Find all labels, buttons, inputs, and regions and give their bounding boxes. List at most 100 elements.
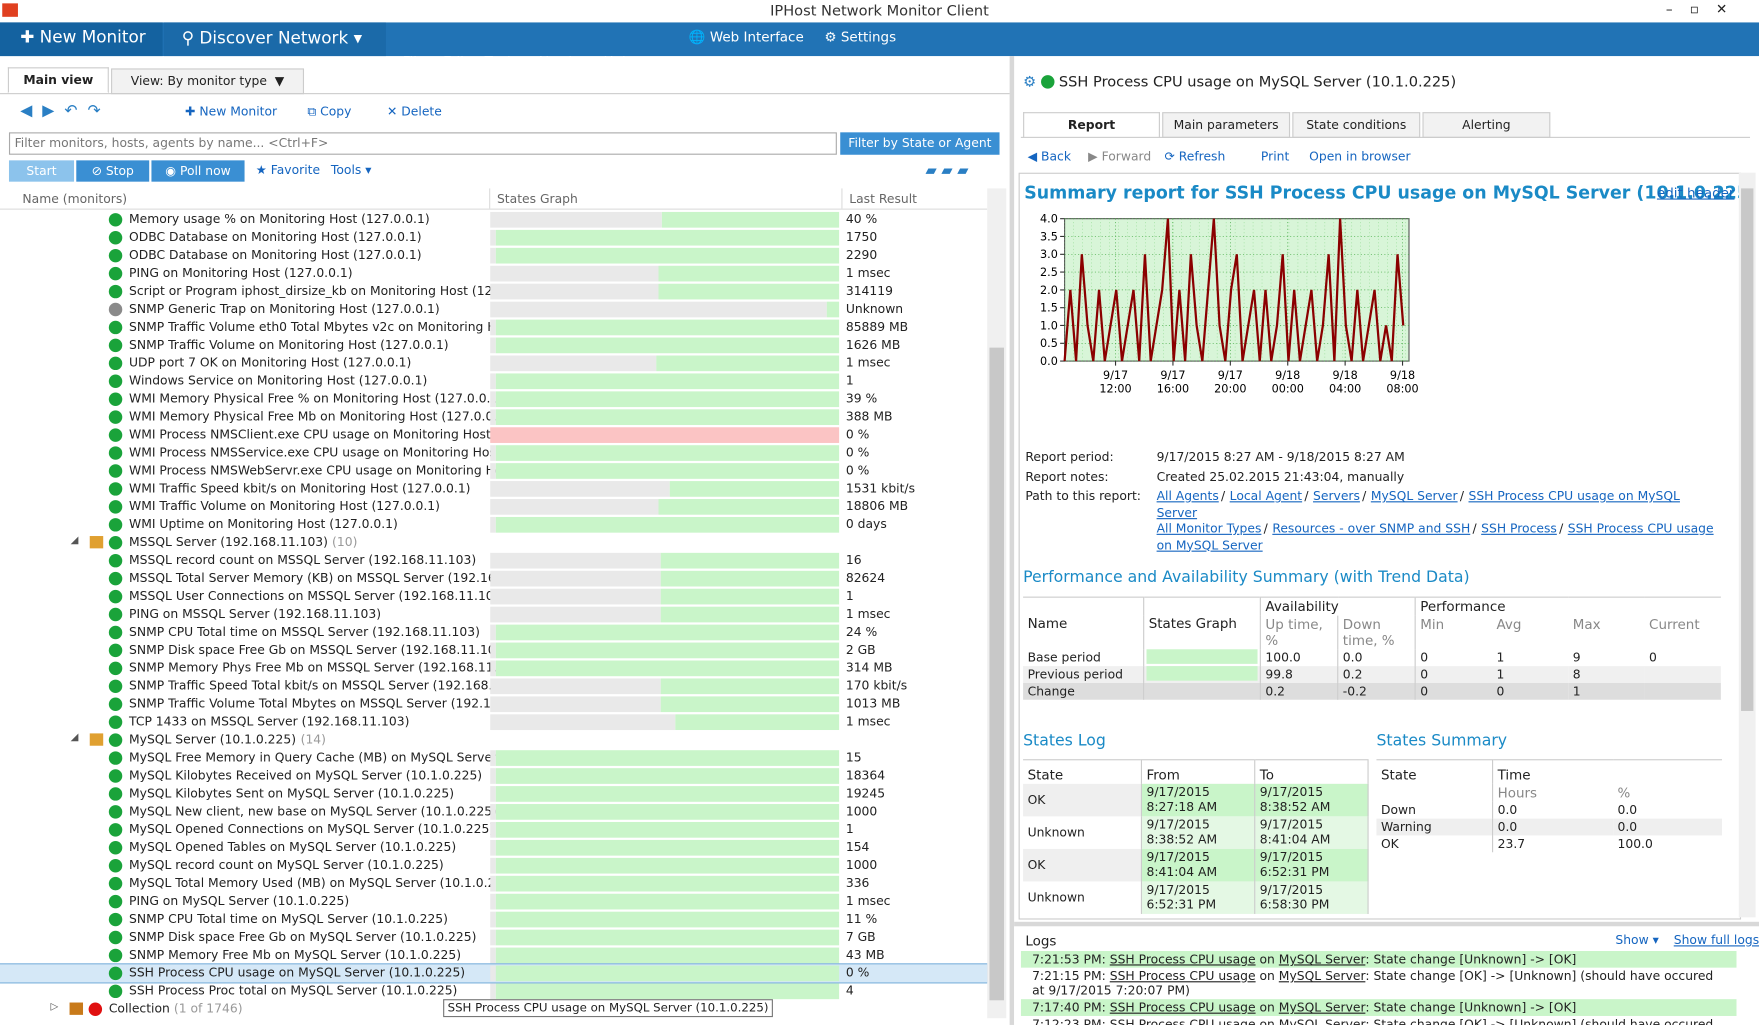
monitor-row[interactable]: ODBC Database on Monitoring Host (127.0.… [0, 247, 987, 265]
monitor-row[interactable]: SNMP Traffic Volume on Monitoring Host (… [0, 336, 987, 354]
menu-item[interactable]: File [402, 53, 426, 70]
group-row[interactable]: ▷ Collection (1 of 1746) [0, 1000, 987, 1018]
window-controls[interactable]: – ▫ ✕ [1665, 1, 1728, 17]
filter-input[interactable]: Filter monitors, hosts, agents by name..… [8, 132, 837, 155]
log-server[interactable]: MySQL Server [1278, 1017, 1366, 1025]
monitor-row[interactable]: MySQL Opened Tables on MySQL Server (10.… [0, 839, 987, 857]
tab[interactable]: Main parameters [1162, 112, 1291, 138]
web-interface[interactable]: 🌐 Web Interface [688, 29, 804, 45]
monitor-row[interactable]: Windows Service on Monitoring Host (127.… [0, 372, 987, 390]
group-row[interactable]: ◢ MSSQL Server (192.168.11.103) (10) [0, 534, 987, 552]
monitor-row[interactable]: SNMP Traffic Volume eth0 Total Mbytes v2… [0, 318, 987, 336]
monitor-row[interactable]: PING on MySQL Server (10.1.0.225) 1 msec [0, 893, 987, 911]
tab[interactable]: Alerting [1422, 112, 1551, 138]
monitor-row[interactable]: PING on Monitoring Host (127.0.0.1) 1 mse… [0, 265, 987, 283]
monitor-row[interactable]: SNMP Generic Trap on Monitoring Host (12… [0, 301, 987, 319]
log-server[interactable]: MySQL Server [1278, 1000, 1366, 1015]
column-header[interactable]: States Graph [496, 191, 578, 207]
print[interactable]: Print [1260, 149, 1290, 164]
log-server[interactable]: MySQL Server [1278, 952, 1366, 967]
new-monitor-button[interactable]: ✚ New Monitor [20, 26, 146, 48]
monitor-row[interactable]: MSSQL User Connections on MSSQL Server (… [0, 588, 987, 606]
monitor-row[interactable]: Memory usage % on Monitoring Host (127.0… [0, 211, 987, 229]
expander[interactable]: ◢ [70, 732, 79, 744]
copy-tool[interactable]: ⧉ Copy [307, 104, 352, 119]
path-link[interactable]: SSH Process CPU usage on MySQL Server [1156, 521, 1714, 553]
path-link[interactable]: Resources - over SNMP and SSH [1272, 521, 1471, 537]
monitor-row[interactable]: SNMP Memory Phys Free Mb on MSSQL Server… [0, 659, 987, 677]
log-monitor[interactable]: SSH Process CPU usage [1109, 968, 1256, 984]
path-link[interactable]: Local Agent [1229, 488, 1303, 504]
menu-item[interactable]: Tools [484, 53, 518, 70]
scroll-thumb[interactable] [989, 347, 1005, 1001]
monitor-row[interactable]: WMI Process NMSWebServr.exe CPU usage on… [0, 462, 987, 480]
path-link[interactable]: All Monitor Types [1156, 521, 1262, 537]
monitor-row[interactable]: SNMP Disk space Free Gb on MSSQL Server … [0, 641, 987, 659]
log-monitor[interactable]: SSH Process CPU usage [1109, 1000, 1256, 1015]
back[interactable]: ◀ Back [1027, 149, 1071, 164]
monitor-row[interactable]: PING on MSSQL Server (192.168.11.103) 1 m… [0, 606, 987, 624]
menu-item[interactable]: Edit [443, 53, 470, 70]
forward[interactable]: ▶ Forward [1088, 149, 1152, 164]
edit-header[interactable]: edit header [1656, 185, 1735, 201]
monitor-row[interactable]: MySQL Kilobytes Sent on MySQL Server (10… [0, 785, 987, 803]
path-link[interactable]: Servers [1313, 488, 1360, 504]
monitor-row[interactable]: WMI Memory Physical Free % on Monitoring… [0, 390, 987, 408]
path-link[interactable]: All Agents [1156, 488, 1219, 504]
discover-button[interactable]: ⚲ Discover Network ▾ [181, 28, 363, 49]
monitor-row[interactable]: SNMP Disk space Free Gb on MySQL Server … [0, 929, 987, 947]
monitor-row[interactable]: MySQL Opened Connections on MySQL Server… [0, 821, 987, 839]
monitor-row[interactable]: MSSQL Total Server Memory (KB) on MSSQL … [0, 570, 987, 588]
folder-icons[interactable]: ▰ ▰ ▰ [925, 162, 969, 180]
tab[interactable]: Main view [7, 67, 109, 94]
monitor-row[interactable]: MySQL New client, new base on MySQL Serv… [0, 803, 987, 821]
scroll-thumb[interactable] [1741, 188, 1754, 711]
menu-item[interactable]: Alerting [536, 53, 590, 70]
monitor-row[interactable]: SSH Process Proc total on MySQL Server (… [0, 982, 987, 1000]
monitor-row[interactable]: SNMP Traffic Speed Total kbit/s on MSSQL… [0, 677, 987, 695]
menu-item[interactable]: Help [603, 53, 635, 70]
monitor-row[interactable]: SNMP CPU Total time on MySQL Server (10.… [0, 911, 987, 929]
path-link[interactable]: MySQL Server [1370, 488, 1458, 504]
expander[interactable]: ◢ [70, 534, 79, 547]
monitor-row[interactable]: MySQL Total Memory Used (MB) on MySQL Se… [0, 875, 987, 893]
history-buttons[interactable]: ◀ ▶ ↶ ↷ [20, 102, 101, 120]
tab[interactable]: Report [1023, 112, 1160, 138]
monitor-row[interactable]: WMI Memory Physical Free Mb on Monitorin… [0, 408, 987, 426]
monitor-row[interactable]: SNMP Traffic Volume Total Mbytes on MSSQ… [0, 695, 987, 713]
column-header[interactable]: Name (monitors) [22, 191, 128, 207]
tab[interactable]: State conditions [1292, 112, 1421, 138]
monitor-row[interactable]: WMI Process NMSClient.exe CPU usage on M… [0, 426, 987, 444]
scrollbar[interactable] [1738, 172, 1756, 918]
expander[interactable]: ▷ [50, 1001, 59, 1013]
new-monitor-tool[interactable]: ✚ New Monitor [185, 104, 278, 119]
path-link[interactable]: SSH Process CPU usage on MySQL Server [1156, 488, 1680, 520]
column-header[interactable]: Last Result [849, 191, 917, 207]
monitor-row[interactable]: MySQL Kilobytes Received on MySQL Server… [0, 767, 987, 785]
delete-tool[interactable]: ✕ Delete [387, 104, 442, 119]
settings[interactable]: ⚙ Settings [824, 29, 897, 45]
monitor-row[interactable]: SNMP Memory Free Mb on MySQL Server (10.… [0, 946, 987, 964]
monitor-row[interactable]: WMI Uptime on Monitoring Host (127.0.0.1… [0, 516, 987, 534]
monitor-row[interactable]: MySQL record count on MySQL Server (10.1… [0, 857, 987, 875]
monitor-row[interactable]: MySQL Free Memory in Query Cache (MB) on… [0, 749, 987, 767]
open-browser[interactable]: Open in browser [1309, 149, 1411, 164]
tools[interactable]: Tools ▾ [330, 162, 372, 178]
scrollbar[interactable] [987, 188, 1007, 1019]
path-link[interactable]: SSH Process [1481, 521, 1557, 537]
filter-button[interactable]: Filter by State or Agent [840, 132, 1000, 155]
refresh[interactable]: ⟳ Refresh [1164, 149, 1226, 164]
monitor-row[interactable]: WMI Traffic Speed kbit/s on Monitoring H… [0, 480, 987, 498]
monitor-row[interactable]: ODBC Database on Monitoring Host (127.0.… [0, 229, 987, 247]
start-button[interactable]: Start [8, 160, 75, 182]
monitor-row[interactable]: WMI Process NMSService.exe CPU usage on … [0, 444, 987, 462]
log-server[interactable]: MySQL Server [1278, 968, 1366, 984]
poll-button[interactable]: ◉ Poll now [151, 160, 245, 182]
monitor-row[interactable]: MSSQL record count on MSSQL Server (192.… [0, 552, 987, 570]
monitor-row[interactable]: SSH Process CPU usage on MySQL Server (1… [0, 963, 989, 984]
group-row[interactable]: ◢ MySQL Server (10.1.0.225) (14) [0, 731, 987, 749]
logs-full[interactable]: Show full logs [1673, 933, 1759, 948]
monitor-row[interactable]: Script or Program iphost_dirsize_kb on M… [0, 283, 987, 301]
monitor-row[interactable]: WMI Traffic Volume on Monitoring Host (1… [0, 498, 987, 516]
monitor-row[interactable]: TCP 1433 on MSSQL Server (192.168.11.103… [0, 713, 987, 731]
